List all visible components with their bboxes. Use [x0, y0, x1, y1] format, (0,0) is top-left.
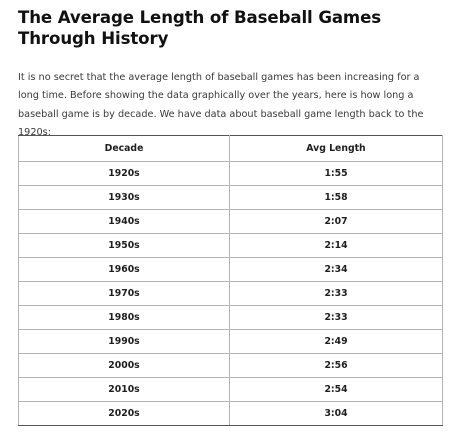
- avg-length-cell: 1:55: [229, 161, 443, 186]
- header-decade: Decade: [18, 135, 230, 162]
- table-row: 2010s 2:54: [18, 377, 443, 402]
- avg-length-cell: 3:04: [229, 401, 443, 426]
- table-row: 2000s 2:56: [18, 353, 443, 378]
- avg-length-cell: 2:33: [229, 281, 443, 306]
- intro-paragraph: It is no secret that the average length …: [18, 72, 424, 138]
- table-row: 1960s 2:34: [18, 257, 443, 282]
- avg-length-cell: 2:56: [229, 353, 443, 378]
- avg-length-cell: 1:58: [229, 185, 443, 210]
- table-row: 2020s 3:04: [18, 401, 443, 426]
- decade-cell: 2020s: [18, 401, 230, 426]
- table-row: 1980s 2:33: [18, 305, 443, 330]
- decade-cell: 1980s: [18, 305, 230, 330]
- avg-length-cell: 2:33: [229, 305, 443, 330]
- decade-cell: 1960s: [18, 257, 230, 282]
- table-row: 1950s 2:14: [18, 233, 443, 258]
- decade-cell: 1950s: [18, 233, 230, 258]
- avg-length-cell: 2:49: [229, 329, 443, 354]
- table-row: 1990s 2:49: [18, 329, 443, 354]
- avg-length-cell: 2:07: [229, 209, 443, 234]
- table-body: 1920s 1:55 1930s 1:58 1940s 2:07 1950s 2…: [18, 161, 443, 426]
- decade-cell: 2010s: [18, 377, 230, 402]
- table-row: 1930s 1:58: [18, 185, 443, 210]
- header-avg-length: Avg Length: [229, 135, 443, 162]
- avg-length-cell: 2:54: [229, 377, 443, 402]
- article-heading: The Average Length of Baseball Games Thr…: [18, 8, 382, 48]
- decade-cell: 1970s: [18, 281, 230, 306]
- avg-length-cell: 2:34: [229, 257, 443, 282]
- avg-length-cell: 2:14: [229, 233, 443, 258]
- decade-cell: 2000s: [18, 353, 230, 378]
- decade-cell: 1930s: [18, 185, 230, 210]
- decade-cell: 1940s: [18, 209, 230, 234]
- decade-cell: 1990s: [18, 329, 230, 354]
- table-row: 1920s 1:55: [18, 161, 443, 186]
- table-header-row: Decade Avg Length: [18, 135, 443, 162]
- table-row: 1970s 2:33: [18, 281, 443, 306]
- table-row: 1940s 2:07: [18, 209, 443, 234]
- game-length-table: Decade Avg Length 1920s 1:55 1930s 1:58 …: [18, 135, 443, 426]
- article: The Average Length of Baseball Games Thr…: [18, 7, 442, 142]
- decade-cell: 1920s: [18, 161, 230, 186]
